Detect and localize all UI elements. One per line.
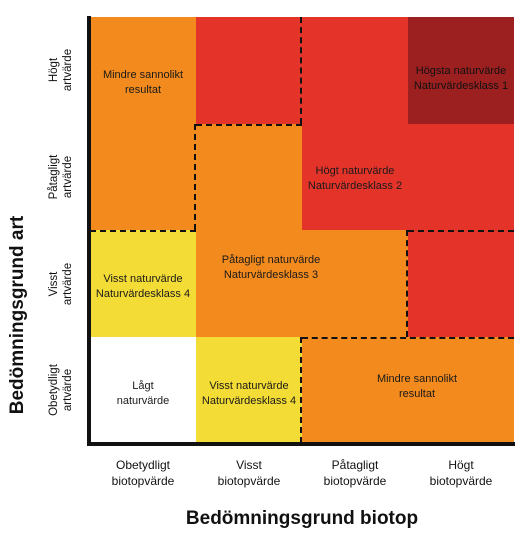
- region-border: [302, 337, 514, 339]
- cell-r1-c1: [196, 124, 302, 230]
- region-label-unlikely-bottom: Mindre sannolikt resultat: [376, 373, 458, 400]
- region-border: [196, 124, 302, 126]
- cell-r3-c2: [302, 337, 408, 443]
- region-label-unlikely-top: Mindre sannolikt resultat: [102, 69, 184, 96]
- cell-r0-c2: [302, 17, 408, 124]
- cell-r0-c0: [90, 17, 196, 124]
- cell-r2-c0: [90, 230, 196, 337]
- x-axis-line: [87, 442, 515, 446]
- cell-r3-c3: [408, 337, 514, 443]
- region-label-class-4-left: Visst naturvärde Naturvärdesklass 4: [95, 273, 191, 300]
- y-axis-title: Bedömningsgrund art: [7, 215, 28, 415]
- x-tick-high: Högt biotopvärde: [429, 458, 493, 488]
- cell-r2-c2: [302, 230, 408, 337]
- region-border: [90, 230, 196, 232]
- region-border: [406, 230, 408, 337]
- cell-r0-c1: [196, 17, 302, 124]
- cell-r2-c3: [408, 230, 514, 337]
- cell-r3-c1: [196, 337, 302, 443]
- x-axis-title: Bedömningsgrund biotop: [185, 508, 419, 529]
- region-label-class-1: Högsta naturvärde Naturvärdesklass 1: [413, 65, 509, 92]
- cell-r1-c3: [408, 124, 514, 230]
- region-label-low: Lågt naturvärde: [116, 380, 170, 407]
- region-border: [300, 17, 302, 124]
- x-tick-negligible: Obetydligt biotopvärde: [111, 458, 175, 488]
- region-border: [408, 230, 514, 232]
- y-axis-line: [87, 16, 91, 445]
- value-matrix: Mindre sannolikt resultat Högsta naturvä…: [90, 17, 514, 443]
- region-label-class-2: Högt naturvärde Naturvärdesklass 2: [307, 165, 403, 192]
- cell-r3-c0: [90, 337, 196, 443]
- cell-r2-c1: [196, 230, 302, 337]
- cell-r0-c3: [408, 17, 514, 124]
- x-tick-some: Visst biotopvärde: [217, 458, 281, 488]
- region-label-class-3: Påtagligt naturvärde Naturvärdesklass 3: [221, 254, 321, 281]
- cell-r1-c0: [90, 124, 196, 230]
- region-border: [194, 124, 196, 230]
- region-border: [300, 337, 302, 443]
- cell-r1-c2: [302, 124, 408, 230]
- region-label-class-4-bottom: Visst naturvärde Naturvärdesklass 4: [201, 380, 297, 407]
- x-tick-considerable: Påtagligt biotopvärde: [323, 458, 387, 488]
